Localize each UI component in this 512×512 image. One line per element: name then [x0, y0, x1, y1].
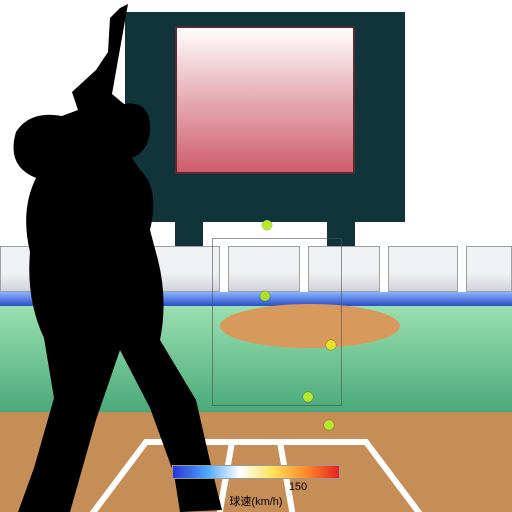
colorbar-axis-label: 球速(km/h) [172, 493, 340, 509]
batter-silhouette [0, 0, 512, 512]
speed-colorbar [172, 465, 340, 479]
colorbar-tick: 100 [188, 481, 212, 493]
colorbar-tick: 150 [286, 481, 310, 493]
